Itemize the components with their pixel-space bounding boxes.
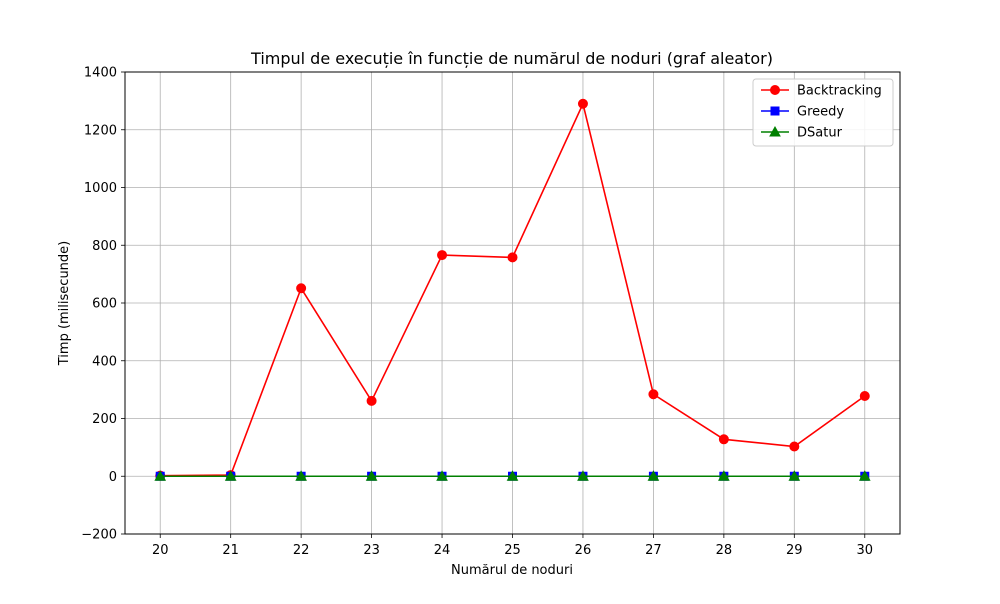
legend-box (752, 78, 894, 147)
y-tick-label: 1200 (84, 123, 117, 138)
legend-label-dsatur: DSatur (797, 126, 843, 141)
y-tick-label: 600 (92, 297, 117, 312)
legend-item-greedy: Greedy (761, 105, 844, 120)
x-tick-label: 21 (222, 543, 239, 558)
x-tick-label: 28 (716, 543, 733, 558)
x-tick-label: 27 (645, 543, 662, 558)
legend-item-dsatur: DSatur (761, 126, 843, 141)
backtracking-point (718, 434, 729, 445)
backtracking-point (507, 252, 518, 263)
dsatur-point (718, 470, 730, 481)
series-dsatur (154, 470, 871, 481)
series-group (154, 98, 871, 481)
dsatur-point (647, 470, 660, 481)
legend-label-backtracking: Backtracking (797, 84, 882, 99)
dsatur-point (436, 470, 448, 481)
backtracking-point (366, 395, 377, 406)
backtracking-point (437, 250, 448, 261)
legend[interactable]: Backtracking Greedy DSatur (752, 78, 894, 147)
x-tick-label: 29 (786, 543, 803, 558)
backtracking-point (296, 283, 307, 294)
x-axis-label: Numărul de noduri (451, 563, 573, 578)
y-axis-label: Timp (milisecunde) (57, 241, 72, 367)
dsatur-point (506, 470, 519, 481)
backtracking-point (577, 98, 588, 109)
axis-ticks: 20 21 22 23 24 25 26 27 28 29 30 −200 0 200 400 600 800 1… (81, 66, 873, 559)
y-tick-label: −200 (81, 528, 117, 543)
x-tick-label: 25 (504, 543, 521, 558)
dsatur-point (295, 470, 307, 481)
y-tick-label: 1400 (84, 66, 117, 81)
y-tick-label: 200 (92, 412, 117, 427)
y-tick-label: 400 (92, 354, 117, 369)
dsatur-point (224, 470, 237, 481)
legend-label-greedy: Greedy (797, 105, 844, 120)
x-tick-label: 23 (363, 543, 380, 558)
x-tick-label: 20 (152, 543, 169, 558)
dsatur-point (577, 470, 589, 481)
x-tick-label: 24 (434, 543, 451, 558)
legend-marker-dsatur (769, 125, 781, 137)
x-tick-label: 22 (293, 543, 310, 558)
legend-item-backtracking: Backtracking (761, 84, 882, 99)
y-tick-label: 800 (92, 239, 117, 254)
x-tick-label: 26 (575, 543, 592, 558)
x-tick-label: 30 (856, 543, 873, 558)
legend-marker-greedy (770, 106, 780, 116)
dsatur-point (365, 470, 378, 481)
y-tick-label: 1000 (84, 181, 117, 196)
backtracking-point (859, 390, 870, 401)
chart-title: Timpul de execuție în funcție de numărul… (250, 49, 773, 68)
y-tick-label: 0 (109, 470, 117, 485)
legend-marker-backtracking (770, 85, 780, 95)
dsatur-point (858, 470, 871, 481)
backtracking-point (789, 441, 800, 452)
backtracking-point (648, 389, 659, 400)
dsatur-point (788, 470, 801, 481)
dsatur-point (154, 470, 167, 481)
